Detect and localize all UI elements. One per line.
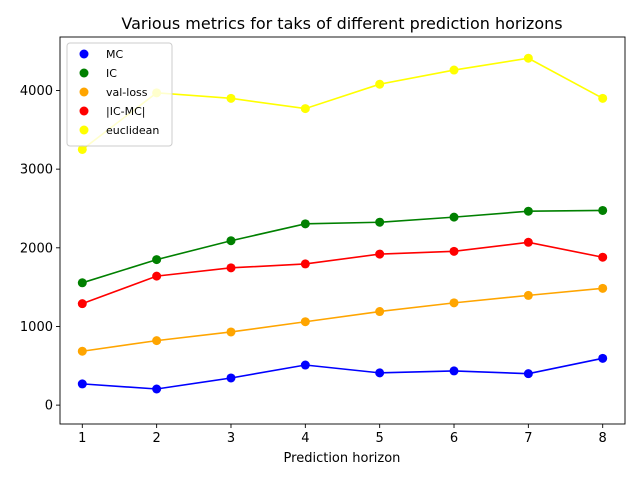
x-tick-label: 3	[227, 431, 235, 446]
data-point	[375, 368, 385, 378]
y-tick-label: 4000	[20, 84, 53, 99]
data-point	[449, 246, 459, 256]
data-point	[449, 65, 459, 75]
data-point	[300, 219, 310, 229]
x-tick-label: 1	[78, 431, 86, 446]
legend-marker	[79, 125, 89, 135]
series-line-2	[82, 287, 603, 353]
data-point	[226, 373, 236, 383]
data-point	[226, 327, 236, 337]
data-point	[77, 278, 87, 288]
data-point	[375, 79, 385, 89]
data-point	[300, 104, 310, 114]
series-2	[77, 283, 608, 356]
data-point	[449, 366, 459, 376]
data-point	[77, 379, 87, 389]
data-point	[300, 317, 310, 327]
data-point	[523, 290, 533, 300]
axes: 1 2 3 4 5 6 7 8 0 1000 2000 3000 4000	[20, 36, 626, 446]
legend-marker	[79, 106, 89, 116]
x-axis-title: Prediction horizon	[284, 451, 401, 466]
data-point	[226, 236, 236, 246]
data-point	[226, 93, 236, 103]
data-point	[523, 206, 533, 216]
data-point	[449, 212, 459, 222]
x-tick-label: 8	[599, 431, 607, 446]
series-line-3	[82, 241, 603, 305]
legend-marker	[79, 49, 89, 59]
data-point	[449, 298, 459, 308]
y-tick-label: 1000	[20, 320, 53, 335]
series-1	[77, 205, 608, 288]
data-point	[375, 217, 385, 227]
axes-frame	[59, 36, 626, 425]
legend-frame	[66, 42, 173, 147]
data-point	[300, 360, 310, 370]
data-point	[152, 384, 162, 394]
y-tick-label: 3000	[20, 163, 53, 178]
data-point	[523, 53, 533, 63]
x-tick-label: 7	[524, 431, 532, 446]
data-point	[598, 283, 608, 293]
data-point	[152, 336, 162, 346]
x-tick-label: 4	[301, 431, 309, 446]
legend-label: val-loss	[106, 86, 148, 99]
legend-label: MC	[106, 48, 123, 61]
data-point	[598, 205, 608, 215]
data-point	[300, 259, 310, 269]
x-tick-label: 5	[376, 431, 384, 446]
data-point	[375, 249, 385, 259]
series-line-0	[82, 357, 603, 390]
legend-label: |IC-MC|	[106, 105, 145, 118]
legend: MC IC val-loss |IC-MC| euclidean	[66, 42, 173, 147]
data-point	[598, 93, 608, 103]
data-point	[77, 346, 87, 356]
series-line-1	[82, 209, 603, 284]
data-point	[152, 255, 162, 265]
data-point	[226, 263, 236, 273]
legend-marker	[79, 68, 89, 78]
series-0	[77, 353, 608, 394]
data-point	[77, 144, 87, 154]
data-point	[375, 307, 385, 317]
legend-label: euclidean	[106, 124, 159, 137]
y-tick-label: 0	[45, 399, 53, 414]
data-point	[523, 237, 533, 247]
chart-title: Various metrics for taks of different pr…	[121, 14, 562, 33]
data-point	[598, 353, 608, 363]
legend-marker	[79, 87, 89, 97]
data-point	[598, 252, 608, 262]
series-3	[77, 237, 608, 309]
data-point	[523, 369, 533, 379]
data-point	[77, 299, 87, 309]
legend-label: IC	[106, 67, 117, 80]
y-tick-label: 2000	[20, 241, 53, 256]
x-tick-label: 2	[153, 431, 161, 446]
x-tick-label: 6	[450, 431, 458, 446]
data-point	[152, 271, 162, 281]
